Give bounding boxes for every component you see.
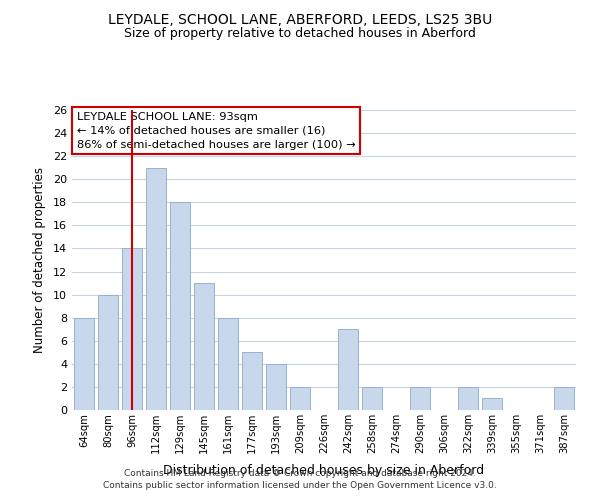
Bar: [170, 202, 190, 410]
Y-axis label: Number of detached properties: Number of detached properties: [33, 167, 46, 353]
Text: LEYDALE SCHOOL LANE: 93sqm
← 14% of detached houses are smaller (16)
86% of semi: LEYDALE SCHOOL LANE: 93sqm ← 14% of deta…: [77, 112, 356, 150]
Text: LEYDALE, SCHOOL LANE, ABERFORD, LEEDS, LS25 3BU: LEYDALE, SCHOOL LANE, ABERFORD, LEEDS, L…: [108, 12, 492, 26]
Bar: [266, 364, 286, 410]
Text: Contains public sector information licensed under the Open Government Licence v3: Contains public sector information licen…: [103, 481, 497, 490]
Bar: [458, 387, 478, 410]
Bar: [98, 294, 118, 410]
X-axis label: Distribution of detached houses by size in Aberford: Distribution of detached houses by size …: [163, 464, 485, 477]
Bar: [194, 283, 214, 410]
Bar: [218, 318, 238, 410]
Bar: [74, 318, 94, 410]
Bar: [482, 398, 502, 410]
Bar: [410, 387, 430, 410]
Bar: [146, 168, 166, 410]
Bar: [122, 248, 142, 410]
Bar: [362, 387, 382, 410]
Bar: [338, 329, 358, 410]
Bar: [290, 387, 310, 410]
Text: Size of property relative to detached houses in Aberford: Size of property relative to detached ho…: [124, 28, 476, 40]
Bar: [554, 387, 574, 410]
Text: Contains HM Land Registry data © Crown copyright and database right 2024.: Contains HM Land Registry data © Crown c…: [124, 468, 476, 477]
Bar: [242, 352, 262, 410]
